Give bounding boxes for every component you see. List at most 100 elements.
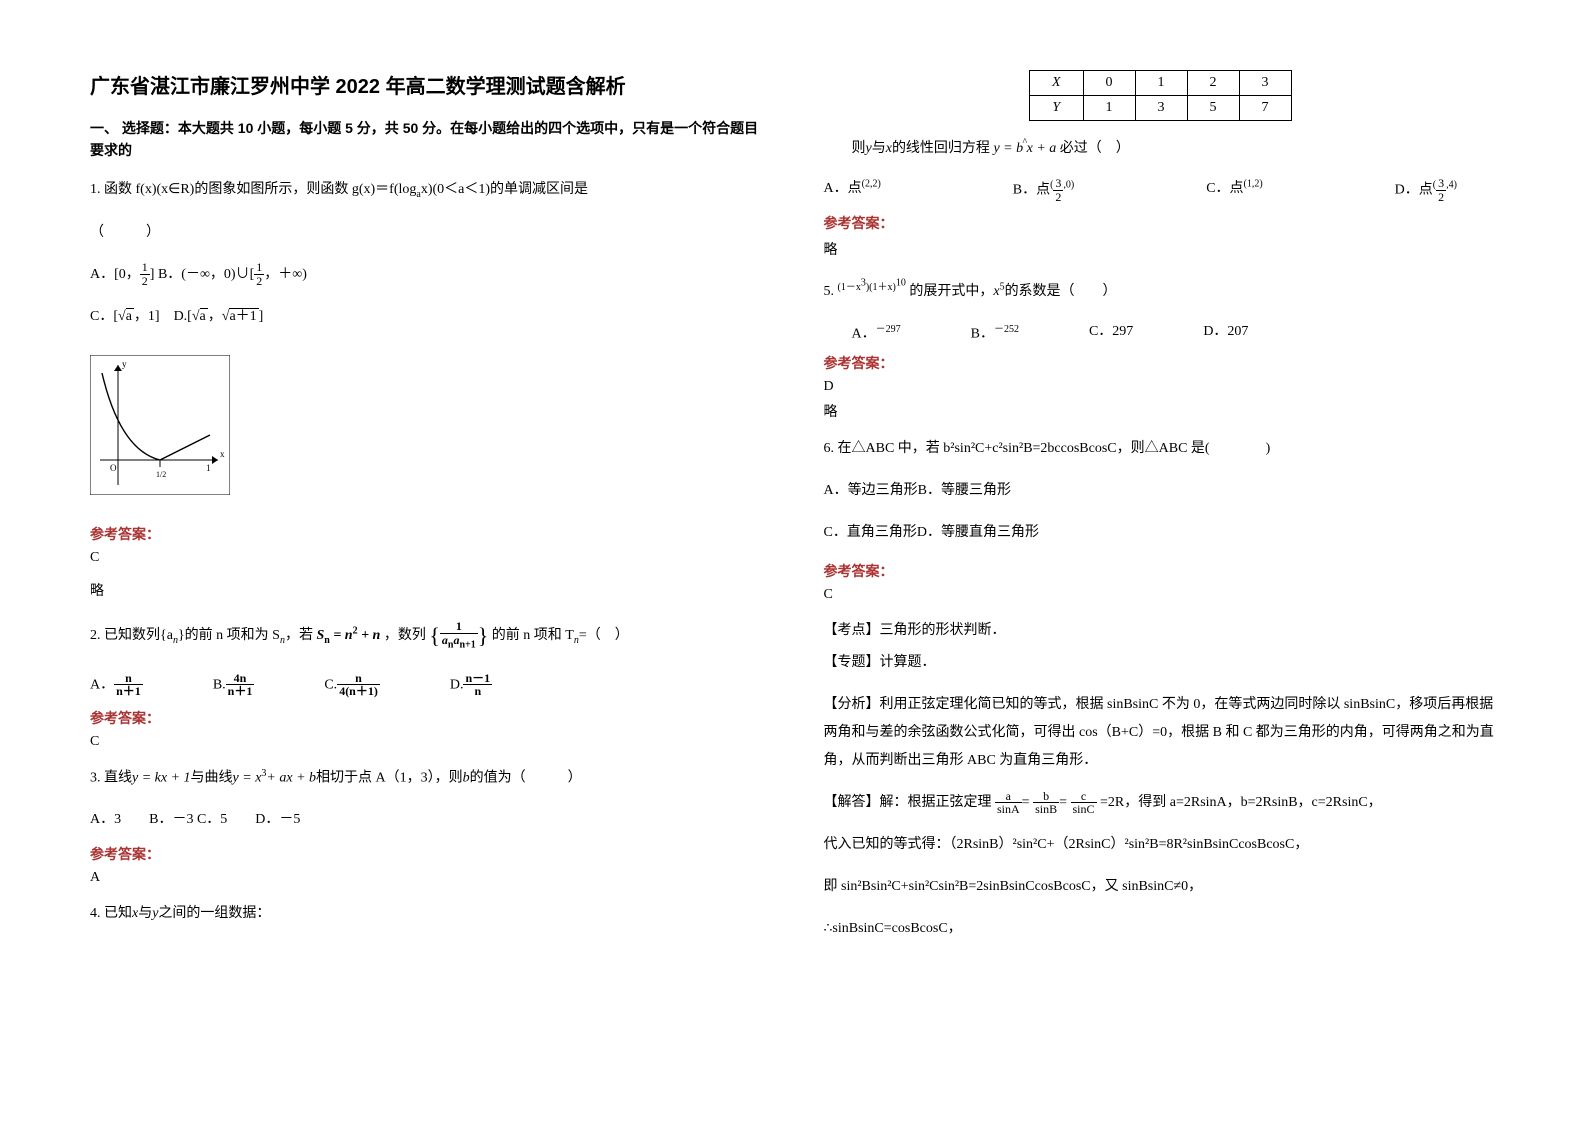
table-row: X 0 1 2 3 (1029, 71, 1291, 96)
q1-graph: x y O 1/2 1 (90, 355, 230, 495)
q4-optB: B．点(32,0) (1013, 177, 1075, 203)
q6-fsB: sinB (1033, 803, 1059, 816)
q1-optC-pre: C．[ (90, 309, 118, 324)
q6-jdp: 解：根据正弦定理 (880, 795, 992, 810)
q4-post: 之间的一组数据： (158, 906, 270, 921)
q4-optD: D．点(32,4) (1395, 177, 1457, 203)
right-column: X 0 1 2 3 Y 1 3 5 7 则y与x的线性回归方程 y = b x … (824, 70, 1498, 957)
q6-fx: 【分析】利用正弦定理化简已知的等式，根据 sinBsinC 不为 0，在等式两边… (824, 691, 1498, 775)
q4-Cl: C．点 (1206, 181, 1243, 196)
q6-B: B．等腰三角形 (918, 483, 1011, 498)
q1-optC-mid: ，1] D.[ (134, 309, 192, 324)
q1-answer: C (90, 550, 764, 566)
q4-tpo: 必过（ ） (1060, 141, 1130, 156)
cell-y3: 3 (1135, 96, 1187, 121)
q3-answer: A (90, 870, 764, 886)
q3-options: A．3 B．－3 C．5 D．－5 (90, 806, 764, 834)
q1-row-cd: C．[a，1] D.[a，a＋1] (90, 303, 764, 331)
q1-optA-mid: ] B．(－∞，0)∪[ (150, 267, 254, 282)
q3-ca: y = x (233, 770, 262, 785)
q2-options: A．nn＋1 B.4nn＋1 C.n4(n＋1) D.n－1n (90, 672, 764, 698)
q6-row-cd: C．直角三角形D．等腰直角三角形 (824, 519, 1498, 547)
q4-then: 则y与x的线性回归方程 y = b x + a 必过（ ） (824, 135, 1498, 163)
q3-answer-label: 参考答案： (90, 844, 764, 864)
q1-skip: 略 (90, 580, 764, 600)
q2-plus: + n (361, 628, 380, 643)
q1-optC-end: ] (259, 309, 264, 324)
cell-3: 3 (1239, 71, 1291, 96)
cell-0: 0 (1083, 71, 1135, 96)
q3-o2: C．5 D． (193, 812, 279, 827)
table-row: Y 1 3 5 7 (1029, 96, 1291, 121)
q4-Dn: 3 (1436, 177, 1446, 191)
q2-brace-frac: 1anan+1 (440, 620, 478, 650)
q1-paren: （ ） (90, 219, 764, 247)
q6-C: C．直角三角形 (824, 525, 917, 540)
q1-stem: 1. 函数 f(x)(x∈R)的图象如图所示，则函数 g(x)＝f(logax)… (90, 176, 764, 205)
q1-frac-half-1: 12 (140, 261, 150, 287)
svg-text:1: 1 (206, 463, 211, 473)
q5-stem: 5. (1－x3)(1＋x)10 的展开式中，x5的系数是（ ） (824, 273, 1498, 306)
q3-stem: 3. 直线y = kx + 1与曲线y = x3+ ax + b相切于点 A（1… (90, 764, 764, 793)
q6-fxt: 利用正弦定理化简已知的等式，根据 sinBsinC 不为 0，在等式两边同时除以… (824, 697, 1494, 768)
doc-title: 广东省湛江市廉江罗州中学 2022 年高二数学理测试题含解析 (90, 70, 764, 99)
q6-kdt: 三角形的形状判断． (880, 623, 1006, 638)
q3-line: y = kx + 1 (132, 770, 191, 785)
q5-mid: 的展开式中， (909, 284, 993, 299)
sqrt-icon (192, 309, 200, 324)
svg-text:x: x (220, 449, 225, 459)
q6-answer: C (824, 587, 1498, 603)
q3-pre: 3. 直线 (90, 770, 132, 785)
q4-optA: A．点(2,2) (824, 177, 881, 203)
q2-bd: anan+1 (440, 634, 478, 651)
cell-1: 1 (1135, 71, 1187, 96)
q2-B-d: n＋1 (226, 685, 255, 698)
q2-D-d: n (463, 685, 492, 698)
q2-bd-n1: n+1 (459, 639, 475, 650)
q2-D-n: n－1 (463, 672, 492, 686)
q4-optC: C．点(1,2) (1206, 177, 1263, 203)
q3-b: b (463, 770, 470, 785)
svg-text:O: O (110, 463, 117, 473)
q2-sq: 2 (353, 625, 358, 636)
q4-options: A．点(2,2) B．点(32,0) C．点(1,2) D．点(32,4) (824, 177, 1498, 203)
q6-line3: 即 sin²Bsin²C+sin²Csin²B=2sinBsinCcosBcos… (824, 873, 1498, 901)
q1-optA-post: ，＋∞) (264, 267, 307, 282)
q3-n3: －3 (172, 812, 193, 827)
q1-den2: 2 (254, 275, 264, 288)
left-column: 广东省湛江市廉江罗州中学 2022 年高二数学理测试题含解析 一、 选择题：本大… (90, 70, 764, 957)
q1-frac-half-2: 12 (254, 261, 264, 287)
q2-C-d: 4(n＋1) (337, 685, 380, 698)
q6-fc: c (1071, 790, 1097, 804)
cell-Y: Y (1029, 96, 1083, 121)
q4-skip: 略 (824, 239, 1498, 259)
q4-tm: 的线性回归方程 (892, 141, 990, 156)
q6-kd: 【考点】三角形的形状判断． (824, 617, 1498, 645)
q4-Dd: 2 (1436, 191, 1446, 204)
q5-Bl: B． (971, 327, 994, 342)
q6-fxl: 【分析】 (824, 697, 880, 712)
q2-A-lbl: A． (90, 677, 114, 692)
q5-eb: )(1＋x) (866, 282, 896, 293)
q1-sqrt-a1: a＋1 (229, 308, 258, 324)
q4-By: ,0) (1063, 180, 1074, 191)
q4-pre: 4. 已知 (90, 906, 132, 921)
q6-jdpo: =2R，得到 a=2RsinA，b=2RsinB，c=2RsinC， (1100, 795, 1382, 810)
q2-answer-label: 参考答案： (90, 708, 764, 728)
q4-Cv: (1,2) (1244, 178, 1263, 189)
q4-Bn: 3 (1053, 177, 1063, 191)
q5-Av: －297 (876, 324, 901, 335)
q5-options: A．－297 B．－252 C．297 D．207 (852, 320, 1498, 343)
q5-skip: 略 (824, 401, 1498, 421)
q6-jdl: 【解答】 (824, 795, 880, 810)
page: 广东省湛江市廉江罗州中学 2022 年高二数学理测试题含解析 一、 选择题：本大… (0, 0, 1587, 1027)
q6-jd-line1: 【解答】解：根据正弦定理 asinA= bsinB= csinC =2R，得到 … (824, 789, 1498, 817)
q6-answer-label: 参考答案： (824, 561, 1498, 581)
q1-sqrt-a-1: a (126, 308, 134, 324)
q4-ta: 与 (872, 141, 886, 156)
cell-y7: 7 (1239, 96, 1291, 121)
q4-Bd: 2 (1053, 191, 1063, 204)
q2-bn: 1 (440, 620, 478, 634)
q2-optC: C.n4(n＋1) (324, 672, 380, 698)
q1-optA-pre: A．[0， (90, 267, 140, 282)
